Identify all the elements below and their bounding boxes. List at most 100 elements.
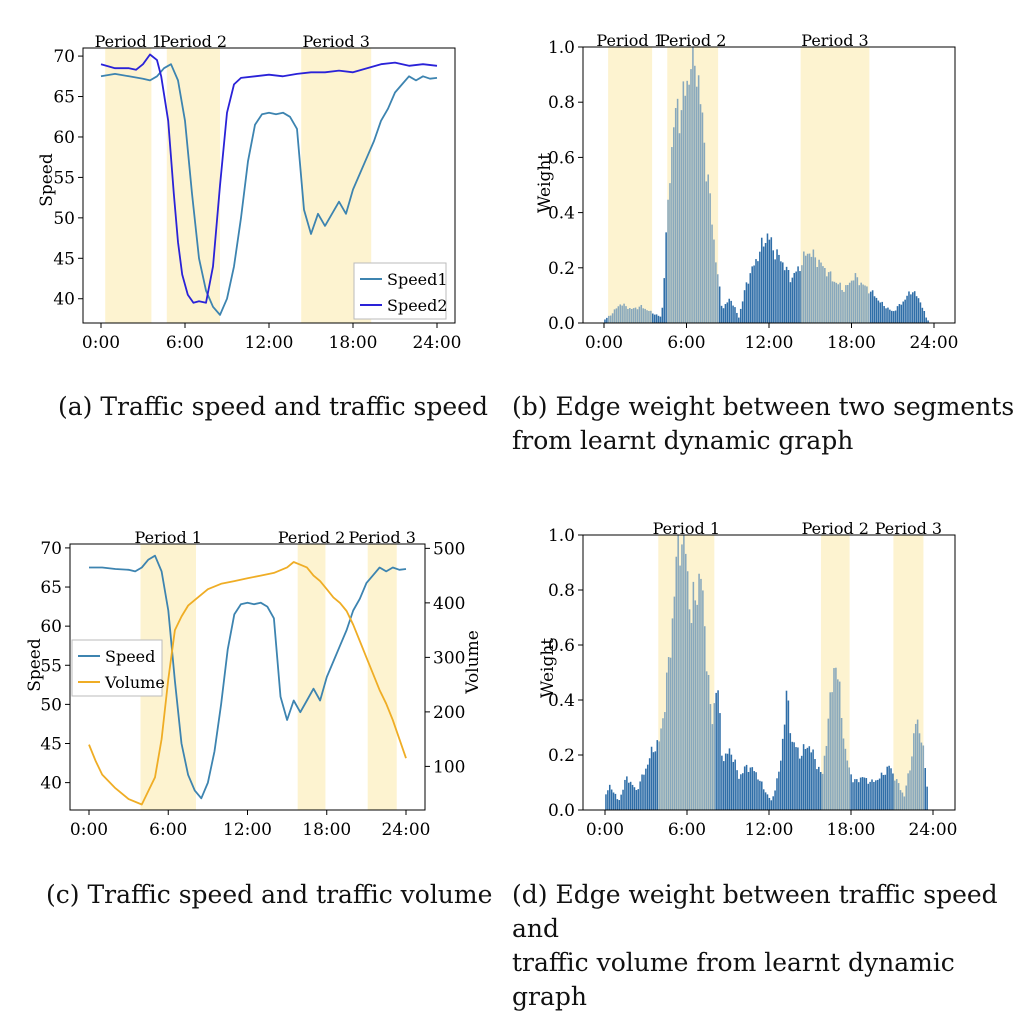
bar <box>797 266 799 323</box>
caption-c-text: Traffic speed and traffic volume <box>87 880 493 909</box>
bar <box>791 277 794 323</box>
x-tick-label: 6:00 <box>166 333 204 353</box>
bar <box>781 738 784 810</box>
bar <box>904 299 906 323</box>
bar <box>751 266 753 323</box>
bar <box>814 759 816 810</box>
bar <box>825 745 828 810</box>
bar <box>913 291 916 323</box>
bar <box>869 291 872 323</box>
bar <box>820 262 822 323</box>
bar <box>827 718 830 810</box>
bar <box>605 794 607 810</box>
bar <box>742 773 744 810</box>
bar <box>718 286 721 323</box>
bar <box>865 778 868 810</box>
bar <box>791 741 793 810</box>
period-label-2: Period 2 <box>160 32 227 51</box>
bar <box>640 304 643 323</box>
bar <box>608 784 611 810</box>
bar <box>724 753 727 810</box>
bar <box>833 281 836 323</box>
bar <box>644 308 646 323</box>
bar <box>726 302 729 323</box>
bar <box>766 794 769 810</box>
bar <box>920 742 923 810</box>
bar <box>619 304 622 323</box>
bar <box>704 626 706 810</box>
bar <box>905 785 907 810</box>
y-axis-label: Weight <box>538 638 558 698</box>
bar <box>715 692 717 810</box>
x-tick-label: 0:00 <box>585 333 623 353</box>
bar <box>686 571 689 810</box>
bar <box>762 789 765 810</box>
bar <box>816 267 818 323</box>
bar <box>785 266 788 323</box>
bar <box>917 298 920 323</box>
bar <box>680 110 683 323</box>
bar <box>882 774 885 810</box>
bar <box>804 255 807 323</box>
y-tick-label: 0.2 <box>548 746 575 766</box>
period-label-2: Period 2 <box>802 519 869 538</box>
bar <box>643 774 645 810</box>
bar <box>831 692 833 810</box>
bar <box>846 760 849 810</box>
caption-c-label: (c) <box>46 880 80 909</box>
bar <box>646 310 648 323</box>
bar <box>878 778 881 810</box>
bar <box>738 778 740 810</box>
bar <box>770 800 773 810</box>
bar <box>837 284 840 323</box>
bar <box>745 764 748 810</box>
bar <box>800 755 803 810</box>
bar <box>838 681 841 810</box>
bar <box>678 133 681 323</box>
bar <box>697 75 700 324</box>
bar <box>803 251 805 323</box>
y-tick-label: 40 <box>53 290 75 310</box>
bar <box>814 257 817 323</box>
bar <box>667 199 669 323</box>
bar <box>612 792 615 810</box>
y-tick-label: 55 <box>53 168 75 188</box>
bar <box>885 308 887 323</box>
bar <box>743 766 746 810</box>
bar <box>665 672 668 810</box>
bar <box>738 317 740 323</box>
series-line-volume <box>88 561 407 806</box>
x-tick-label: 6:00 <box>668 820 706 840</box>
bar <box>913 733 915 810</box>
y-tick-label: 70 <box>40 539 62 559</box>
bar <box>774 259 776 323</box>
period-label-1: Period 1 <box>135 528 202 547</box>
y-tick-label: 60 <box>53 128 75 148</box>
bar <box>621 305 623 323</box>
caption-d-line1: Edge weight between traffic speed and <box>512 880 998 943</box>
y-tick-label: 40 <box>40 774 62 794</box>
bar <box>726 753 729 810</box>
bar <box>873 781 875 810</box>
bar <box>611 313 614 323</box>
bar <box>730 300 732 323</box>
caption-a-label: (a) <box>58 392 93 421</box>
bar <box>910 294 912 323</box>
x-tick-label: 12:00 <box>745 333 794 353</box>
y2-tick-label: 300 <box>433 648 465 668</box>
legend-entry-speed2: Speed2 <box>387 296 448 315</box>
x-tick-label: 6:00 <box>149 820 187 840</box>
y-tick-label: 0.6 <box>548 636 575 656</box>
bar <box>659 316 662 323</box>
bar <box>895 779 898 810</box>
bar <box>783 270 786 323</box>
legend-entry-speed: Speed <box>105 647 155 666</box>
bar <box>780 261 782 323</box>
bar <box>715 262 717 323</box>
period-band-2 <box>297 544 326 810</box>
bar <box>871 290 874 323</box>
bar <box>772 796 774 810</box>
bar <box>789 733 792 810</box>
bar <box>617 306 620 323</box>
